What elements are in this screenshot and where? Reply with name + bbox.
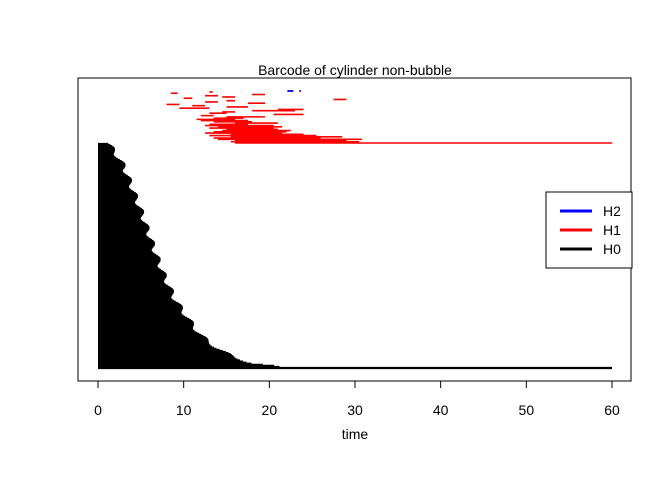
legend: H2 H1 H0	[545, 191, 633, 269]
h1-barcode	[166, 91, 612, 144]
x-tick-label: 20	[262, 402, 278, 418]
legend-label-h1: H1	[603, 222, 621, 238]
legend-label-h2: H2	[603, 203, 621, 219]
x-tick-label: 0	[94, 402, 102, 418]
x-tick-label: 10	[176, 402, 192, 418]
x-axis-label: time	[342, 426, 369, 442]
x-tick-label: 30	[347, 402, 363, 418]
chart-title: Barcode of cylinder non-bubble	[258, 62, 452, 78]
x-tick-label: 60	[604, 402, 620, 418]
x-axis: 0 10 20 30 40 50 60	[94, 380, 620, 418]
h0-barcode	[98, 142, 612, 370]
legend-label-h0: H0	[603, 241, 621, 257]
x-tick-label: 40	[433, 402, 449, 418]
x-tick-label: 50	[519, 402, 535, 418]
